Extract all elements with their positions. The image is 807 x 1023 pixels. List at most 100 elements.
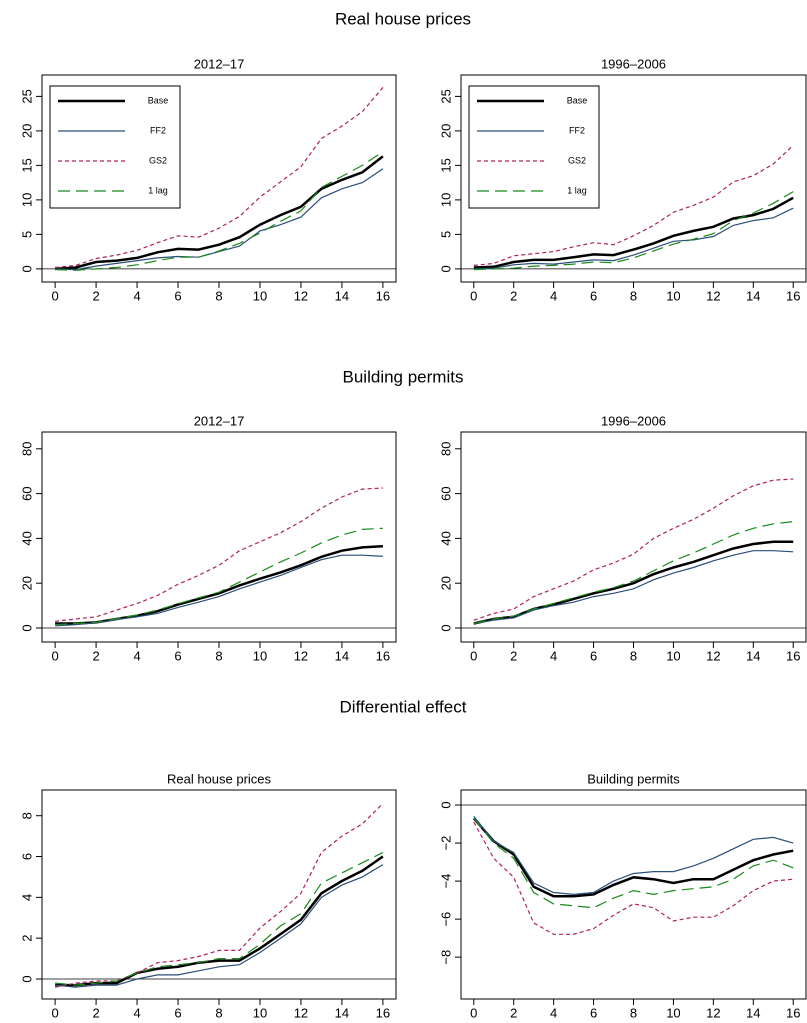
x-tick-label: 16 (786, 288, 800, 303)
y-tick-label: 6 (19, 853, 34, 860)
series-line (473, 550, 794, 625)
series-line (473, 207, 794, 270)
series-line (55, 864, 384, 988)
x-tick-label: 2 (510, 648, 517, 663)
x-tick-label: 6 (174, 1005, 181, 1020)
x-tick-label: 8 (215, 1005, 222, 1020)
panel-title: Building permits (587, 771, 680, 786)
x-tick-label: 14 (746, 288, 760, 303)
x-tick-label: 12 (706, 1005, 720, 1020)
legend-label: 1 lag (148, 185, 168, 195)
x-tick-label: 0 (470, 1005, 477, 1020)
section-title: Building permits (343, 367, 464, 386)
x-tick-label: 10 (253, 648, 267, 663)
y-tick-label: 40 (19, 531, 34, 545)
x-tick-label: 4 (133, 288, 140, 303)
series-line (55, 168, 384, 271)
y-tick-label: 0 (19, 624, 34, 631)
y-tick-label: −8 (438, 950, 453, 965)
y-tick-label: 15 (19, 158, 34, 172)
series-line (473, 540, 794, 625)
x-tick-label: 6 (174, 288, 181, 303)
y-tick-label: 25 (19, 89, 34, 103)
x-tick-label: 4 (550, 648, 557, 663)
x-tick-label: 16 (376, 648, 390, 663)
y-tick-label: 20 (19, 124, 34, 138)
x-tick-label: 0 (470, 288, 477, 303)
legend-label: FF2 (569, 125, 585, 135)
x-tick-label: 2 (510, 288, 517, 303)
y-tick-label: 10 (19, 193, 34, 207)
x-tick-label: 8 (630, 648, 637, 663)
series-line (473, 821, 794, 935)
x-tick-label: 14 (335, 288, 349, 303)
y-tick-label: 0 (438, 801, 453, 808)
legend-label: Base (148, 95, 169, 105)
series-line (55, 855, 384, 987)
series-line (55, 487, 383, 622)
y-tick-label: 60 (19, 486, 34, 500)
legend-label: 1 lag (567, 185, 587, 195)
x-tick-label: 2 (92, 288, 99, 303)
plot-box (41, 431, 397, 643)
x-tick-label: 8 (630, 1005, 637, 1020)
y-tick-label: 5 (19, 231, 34, 238)
panel-title: 1996–2006 (601, 413, 666, 428)
y-tick-label: 60 (438, 486, 453, 500)
series-line (55, 155, 384, 271)
x-tick-label: 4 (133, 1005, 140, 1020)
x-tick-label: 8 (215, 288, 222, 303)
x-tick-label: 10 (253, 1005, 267, 1020)
x-tick-label: 6 (590, 288, 597, 303)
y-tick-label: 0 (19, 265, 34, 272)
y-tick-label: 5 (438, 231, 453, 238)
series-line (473, 817, 794, 909)
legend-label: Base (567, 95, 588, 105)
y-tick-label: 20 (19, 576, 34, 590)
x-tick-label: 14 (335, 648, 349, 663)
plot-box (460, 789, 807, 1000)
y-tick-label: 0 (438, 624, 453, 631)
y-tick-label: 40 (438, 531, 453, 545)
x-tick-label: 14 (335, 1005, 349, 1020)
plot-box (41, 74, 397, 283)
x-tick-label: 16 (376, 1005, 390, 1020)
series-line (473, 196, 794, 269)
x-tick-label: 2 (92, 648, 99, 663)
x-tick-label: 10 (666, 1005, 680, 1020)
x-tick-label: 10 (666, 648, 680, 663)
x-tick-label: 4 (550, 288, 557, 303)
y-tick-label: −6 (438, 912, 453, 927)
x-tick-label: 10 (666, 288, 680, 303)
x-tick-label: 16 (786, 1005, 800, 1020)
y-tick-label: 15 (438, 158, 453, 172)
plot-box (41, 789, 397, 1000)
x-tick-label: 6 (174, 648, 181, 663)
y-tick-label: 20 (438, 124, 453, 138)
section-title: Real house prices (335, 9, 471, 28)
series-line (473, 144, 794, 266)
y-tick-label: 4 (19, 894, 34, 901)
x-tick-label: 14 (746, 648, 760, 663)
series-line (473, 521, 794, 625)
y-tick-label: 25 (438, 89, 453, 103)
x-tick-label: 16 (786, 648, 800, 663)
y-tick-label: 2 (19, 935, 34, 942)
y-tick-label: 0 (19, 975, 34, 982)
series-line (54, 803, 384, 988)
series-line (55, 554, 383, 627)
x-tick-label: 12 (294, 288, 308, 303)
x-tick-label: 8 (630, 288, 637, 303)
y-tick-label: 0 (438, 265, 453, 272)
legend-label: FF2 (150, 125, 166, 135)
x-tick-label: 12 (706, 288, 720, 303)
legend-label: GS2 (149, 155, 167, 165)
y-tick-label: 10 (438, 193, 453, 207)
x-tick-label: 6 (590, 1005, 597, 1020)
series-line (55, 151, 384, 271)
legend-label: GS2 (568, 155, 586, 165)
plot-box (460, 431, 807, 643)
x-tick-label: 16 (376, 288, 390, 303)
x-tick-label: 12 (294, 1005, 308, 1020)
